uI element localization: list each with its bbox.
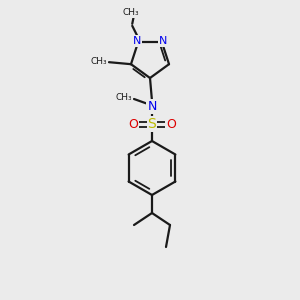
Text: CH₃: CH₃	[116, 94, 132, 103]
Text: CH₃: CH₃	[91, 57, 107, 66]
Text: S: S	[148, 117, 156, 131]
Text: N: N	[133, 36, 141, 46]
Text: CH₃: CH₃	[123, 8, 140, 17]
Text: O: O	[128, 118, 138, 130]
Text: N: N	[147, 100, 157, 112]
Text: O: O	[166, 118, 176, 130]
Text: N: N	[159, 36, 167, 46]
